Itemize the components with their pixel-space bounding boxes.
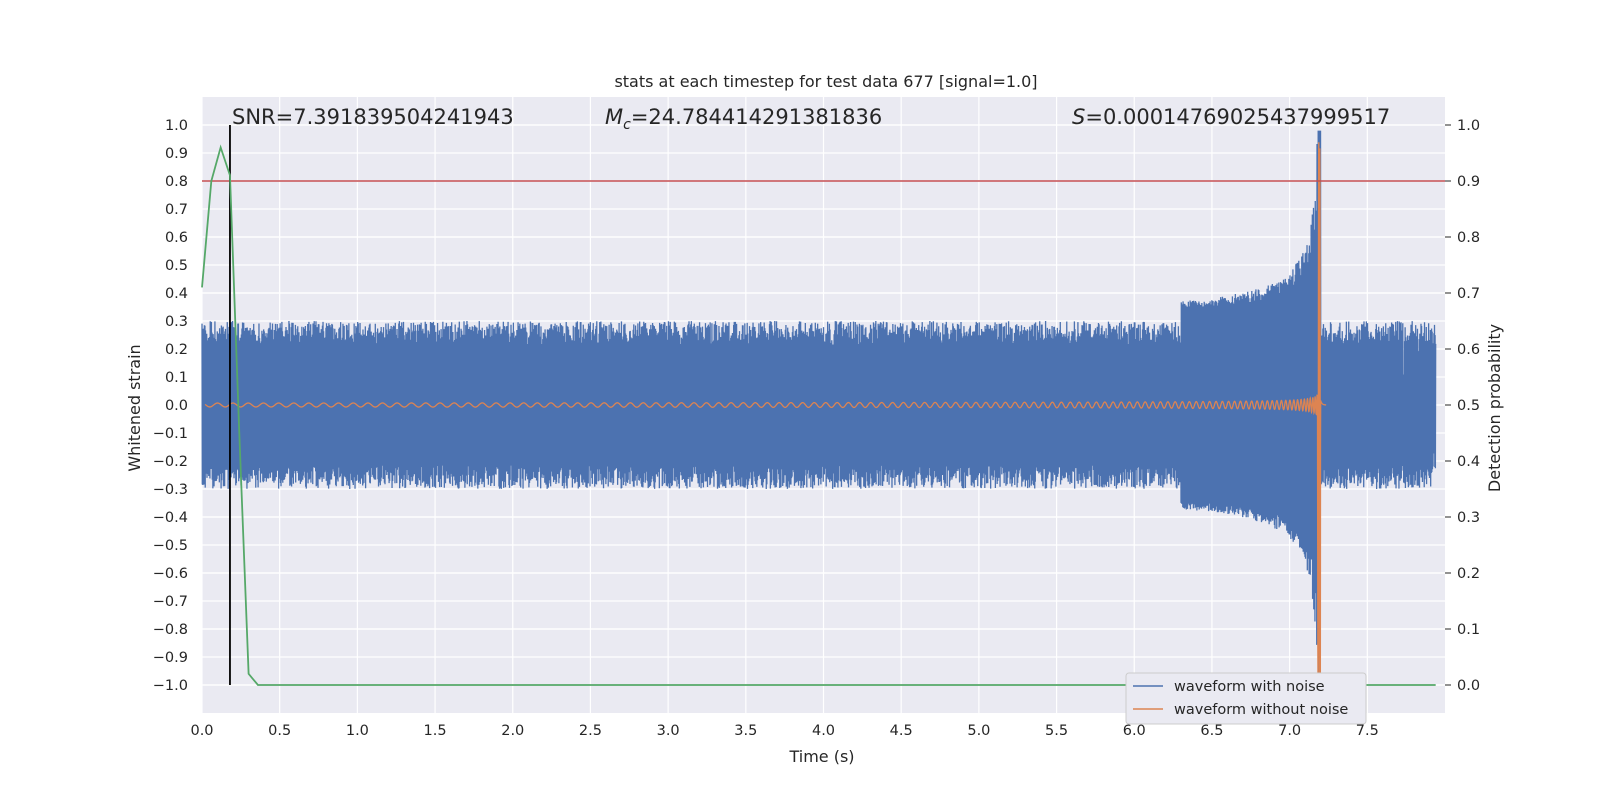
signal-waveform-line — [204, 142, 1327, 676]
y-tick-label: 0.0 — [165, 398, 188, 414]
y-right-tick-label: 0.1 — [1457, 622, 1480, 638]
x-tick-label: 7.5 — [1356, 723, 1379, 739]
x-tick-label: 2.5 — [579, 723, 602, 739]
y-right-tick-label: 0.2 — [1457, 566, 1480, 582]
y-tick-label: 0.4 — [165, 286, 188, 302]
y-tick-label: −1.0 — [153, 678, 188, 694]
x-tick-label: 6.0 — [1123, 723, 1146, 739]
x-axis-label: Time (s) — [788, 747, 854, 766]
y-right-tick-label: 1.0 — [1457, 118, 1480, 134]
x-tick-label: 1.5 — [424, 723, 447, 739]
y-right-tick-label: 0.9 — [1457, 174, 1480, 190]
y-tick-label: 0.5 — [165, 258, 188, 274]
y-right-tick-label: 0.6 — [1457, 342, 1480, 358]
y-tick-label: 0.1 — [165, 370, 188, 386]
y-right-tick-label: 0.5 — [1457, 398, 1480, 414]
noise-waveform-series — [201, 130, 1437, 680]
y-tick-label: 0.6 — [165, 230, 188, 246]
s-annotation: S=0.00014769025437999517 — [1072, 105, 1390, 129]
y-right-tick-label: 0.8 — [1457, 230, 1480, 246]
y-axis-label: Whitened strain — [125, 344, 144, 471]
x-tick-label: 3.5 — [734, 723, 757, 739]
detection-probability-line — [201, 144, 1436, 686]
y-tick-label: 0.8 — [165, 174, 188, 190]
legend: waveform with noise waveform without noi… — [1125, 672, 1367, 725]
x-tick-label: 5.0 — [967, 723, 990, 739]
y-tick-label: −0.9 — [153, 650, 188, 666]
y-tick-label: −0.2 — [153, 454, 188, 470]
x-tick-label: 2.0 — [501, 723, 524, 739]
y-tick-label: 0.7 — [165, 202, 188, 218]
chirp-mass-subscript: c — [623, 117, 631, 133]
x-tick-label: 1.0 — [346, 723, 369, 739]
y-right-tick-label: 0.0 — [1457, 678, 1480, 694]
y-tick-label: −0.8 — [153, 622, 188, 638]
x-tick-label: 4.5 — [890, 723, 913, 739]
y-tick-label: −0.1 — [153, 426, 188, 442]
noise-waveform-line — [201, 130, 1437, 680]
x-tick-label: 5.5 — [1045, 723, 1068, 739]
y-tick-label: 0.2 — [165, 342, 188, 358]
x-tick-label: 7.0 — [1278, 723, 1301, 739]
y-right-tick-label: 0.4 — [1457, 454, 1480, 470]
legend-label-signal: waveform without noise — [1174, 702, 1348, 718]
y-tick-label: −0.7 — [153, 594, 188, 610]
y-right-tick-label: 0.7 — [1457, 286, 1480, 302]
x-tick-label: 0.5 — [268, 723, 291, 739]
s-symbol: S — [1072, 105, 1085, 129]
y-right-tick-label: 0.3 — [1457, 510, 1480, 526]
x-tick-label: 6.5 — [1200, 723, 1223, 739]
x-tick-label: 4.0 — [812, 723, 835, 739]
signal-waveform-series — [204, 142, 1327, 676]
y-tick-label: −0.6 — [153, 566, 188, 582]
chirp-mass-value: =24.784414291381836 — [631, 105, 882, 129]
y-tick-label: 0.3 — [165, 314, 188, 330]
x-tick-label: 0.0 — [190, 723, 213, 739]
y-tick-label: 1.0 — [165, 118, 188, 134]
y-tick-label: −0.3 — [153, 482, 188, 498]
y-tick-label: 0.9 — [165, 146, 188, 162]
y-tick-label: −0.5 — [153, 538, 188, 554]
y-tick-label: −0.4 — [153, 510, 188, 526]
snr-annotation: SNR=7.391839504241943 — [232, 105, 514, 129]
legend-box — [1125, 672, 1367, 725]
chart-title: stats at each timestep for test data 677… — [614, 72, 1037, 91]
legend-label-noise: waveform with noise — [1174, 679, 1325, 695]
y-axis-right-label: Detection probability — [1485, 324, 1504, 492]
s-value: =0.00014769025437999517 — [1085, 105, 1390, 129]
chirp-mass-annotation: Mc=24.784414291381836 — [605, 105, 882, 133]
x-tick-label: 3.0 — [657, 723, 680, 739]
chirp-mass-symbol: M — [605, 105, 623, 129]
